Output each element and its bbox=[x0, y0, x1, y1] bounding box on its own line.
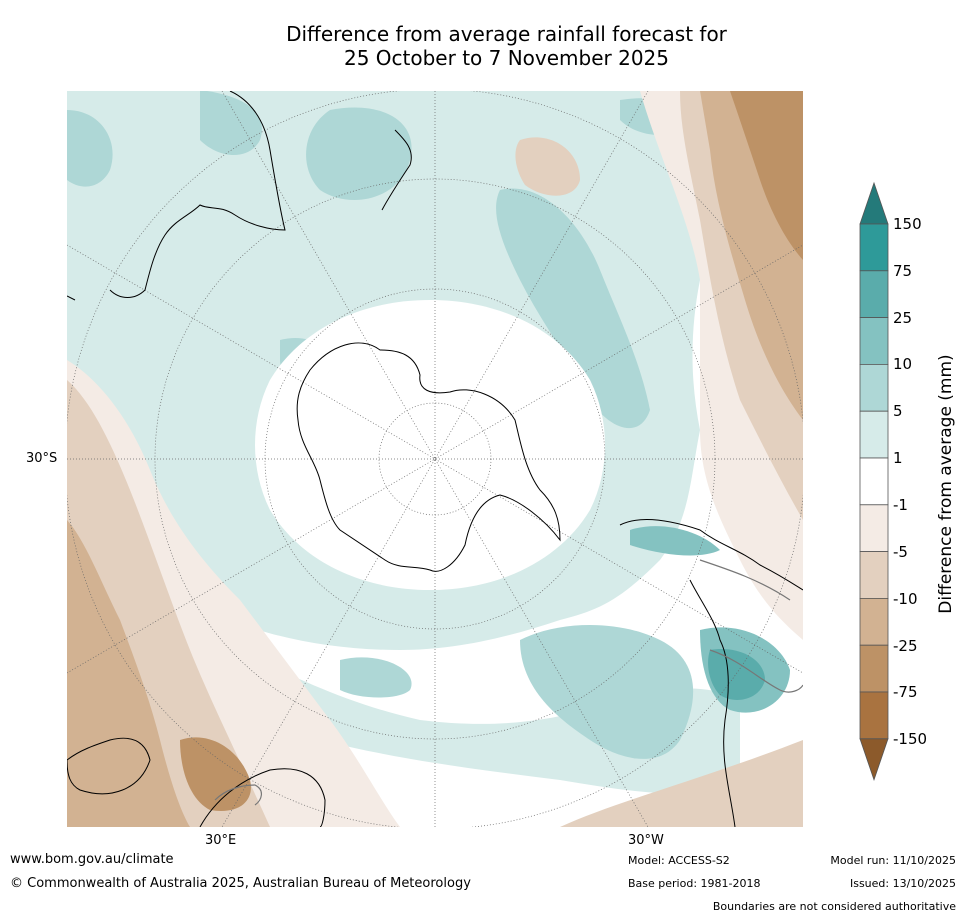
map-title: Difference from average rainfall forecas… bbox=[286, 22, 727, 70]
footer-model-run: Model run: 11/10/2025 bbox=[830, 854, 956, 867]
footer-disclaimer: Boundaries are not considered authoritat… bbox=[712, 900, 956, 913]
antarctica-coast bbox=[296, 342, 561, 572]
colorbar-tick: -1 bbox=[893, 496, 908, 514]
brown-west-4 bbox=[180, 737, 251, 811]
colorbar-swatch bbox=[859, 504, 889, 552]
brown-west-3 bbox=[67, 520, 190, 827]
new-zealand-coast bbox=[381, 129, 412, 211]
colorbar-tick: 150 bbox=[893, 215, 922, 233]
africa-coast bbox=[67, 737, 326, 827]
footer-issued: Issued: 13/10/2025 bbox=[849, 877, 956, 890]
lon-label-30w: 30°W bbox=[628, 833, 664, 848]
brown-southeast bbox=[560, 740, 803, 827]
lat-label-30s: 30°S bbox=[26, 451, 58, 466]
colorbar bbox=[859, 181, 889, 782]
brown-patch-pacific bbox=[515, 137, 580, 196]
colorbar-swatch bbox=[859, 551, 889, 599]
coastlines bbox=[67, 91, 803, 827]
colorbar-swatch bbox=[859, 410, 889, 459]
colorbar-tick: 10 bbox=[893, 355, 913, 373]
colorbar-tick: -10 bbox=[893, 590, 918, 608]
colorbar-swatch bbox=[859, 457, 889, 506]
boundaries bbox=[214, 559, 803, 806]
colorbar-swatch bbox=[859, 691, 889, 740]
teal-patch-7 bbox=[340, 657, 412, 698]
africa-coast-2 bbox=[67, 295, 76, 301]
colorbar-extend-top bbox=[859, 181, 889, 225]
colorbar-tick: -25 bbox=[893, 637, 918, 655]
colorbar-tick: 1 bbox=[893, 449, 903, 467]
australia-coast bbox=[109, 91, 286, 298]
colorbar-tick: 75 bbox=[893, 262, 913, 280]
colorbar-swatch bbox=[859, 317, 889, 365]
colorbar-tick: -5 bbox=[893, 543, 908, 561]
colorbar-swatch bbox=[859, 223, 889, 272]
map-panel bbox=[67, 91, 803, 827]
colorbar-swatch bbox=[859, 363, 889, 412]
colorbar-swatch bbox=[859, 270, 889, 318]
colorbar-tick: 25 bbox=[893, 309, 913, 327]
teal-patch-10 bbox=[708, 649, 765, 700]
footer-model: Model: ACCESS-S2 bbox=[628, 854, 730, 867]
white-ring bbox=[255, 300, 605, 590]
footer-url[interactable]: www.bom.gov.au/climate bbox=[10, 852, 174, 867]
teal-patch-11 bbox=[630, 526, 720, 556]
teal-patch-3 bbox=[520, 625, 694, 759]
colorbar-tick: -75 bbox=[893, 683, 918, 701]
teal-patch-2 bbox=[496, 188, 650, 429]
lon-label-30e: 30°E bbox=[205, 833, 237, 848]
teal-patch-5 bbox=[67, 110, 113, 187]
colorbar-extend-bottom bbox=[859, 738, 889, 782]
colorbar-swatch bbox=[859, 644, 889, 693]
colorbar-label: Difference from average (mm) bbox=[936, 354, 956, 614]
colorbar-tick: -150 bbox=[893, 730, 928, 748]
colorbar-tick: 5 bbox=[893, 402, 903, 420]
brown-east-4 bbox=[730, 91, 803, 260]
teal-patch-4 bbox=[200, 91, 262, 155]
graticule bbox=[67, 91, 803, 827]
footer-copyright: © Commonwealth of Australia 2025, Austra… bbox=[10, 876, 471, 891]
footer-base-period: Base period: 1981-2018 bbox=[628, 877, 761, 890]
pale-teal-region-south bbox=[200, 630, 740, 795]
teal-patch-1 bbox=[306, 107, 412, 200]
south-america-coast bbox=[619, 519, 803, 827]
colorbar-swatch bbox=[859, 598, 889, 646]
